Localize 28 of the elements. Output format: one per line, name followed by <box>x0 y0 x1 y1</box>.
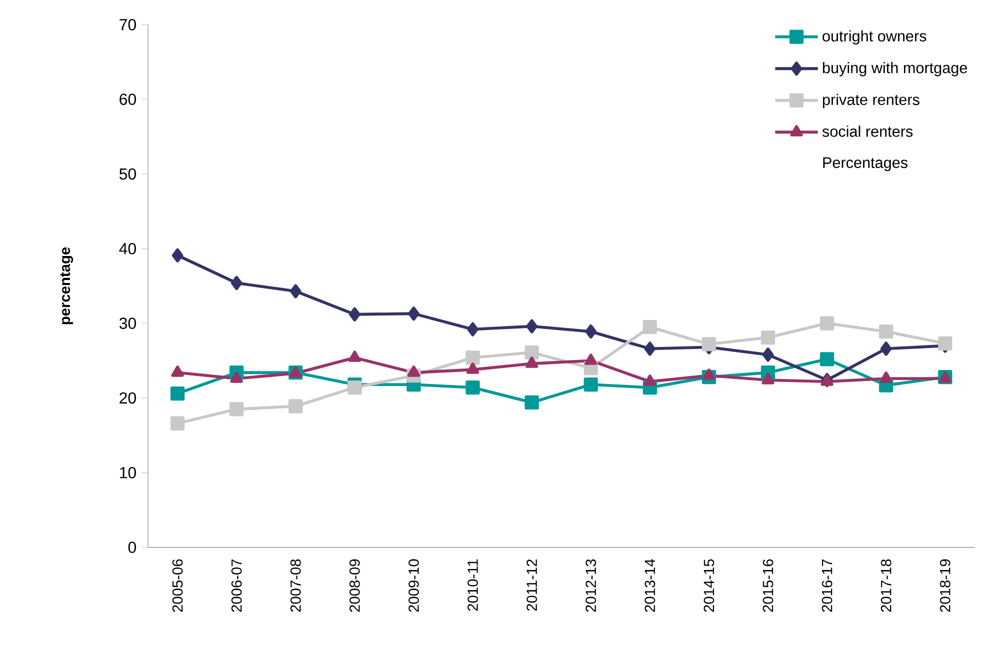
x-tick-label: 2008-09 <box>349 559 360 612</box>
y-tick-label: 50 <box>119 168 136 180</box>
y-tick-label: 70 <box>120 19 136 30</box>
x-tick-label: 2014-15 <box>704 559 714 612</box>
x-tick-label: 2015-16 <box>762 559 774 612</box>
x-tick-label: 2017-18 <box>880 559 892 612</box>
legend-label: outright owners <box>822 30 926 45</box>
y-tick-label: 40 <box>119 243 136 254</box>
x-tick-label: 2010-11 <box>468 559 478 611</box>
x-tick-label: 2011-12 <box>526 559 538 611</box>
x-tick-label: 2005-06 <box>172 559 183 612</box>
y-axis-title: percentage <box>60 247 74 324</box>
x-tick-label: 2012-13 <box>586 559 596 612</box>
legend-label: buying with mortgage <box>822 62 968 76</box>
y-tick-label: 20 <box>120 392 136 404</box>
x-tick-label: 2018-19 <box>940 559 950 612</box>
y-tick-label: 10 <box>120 466 136 478</box>
x-tick-label: 2013-14 <box>644 559 656 612</box>
x-tick-label: 2009-10 <box>408 559 419 612</box>
legend-label: private renters <box>822 94 920 108</box>
x-tick-label: 2007-08 <box>290 559 301 612</box>
y-tick-label: 0 <box>128 542 136 553</box>
x-tick-label: 2006-07 <box>231 559 242 612</box>
x-tick-label: 2016-17 <box>822 559 832 612</box>
legend-label: social renters <box>822 126 913 137</box>
annotation: Percentages <box>823 157 908 172</box>
y-tick-label: 60 <box>120 94 136 105</box>
y-tick-label: 30 <box>119 318 136 329</box>
